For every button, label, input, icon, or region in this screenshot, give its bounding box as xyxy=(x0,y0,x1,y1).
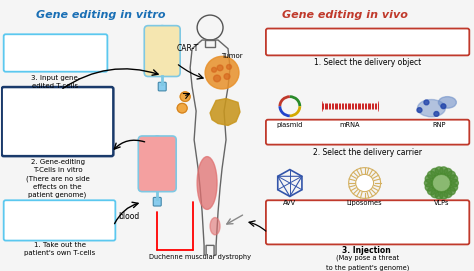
Circle shape xyxy=(450,179,458,187)
Text: 1. Select the delivery object: 1. Select the delivery object xyxy=(314,58,421,67)
Circle shape xyxy=(447,187,456,195)
Circle shape xyxy=(424,100,429,105)
Text: VLPs: VLPs xyxy=(434,200,449,206)
Circle shape xyxy=(425,175,433,183)
Text: to the patient's genome): to the patient's genome) xyxy=(326,264,410,271)
Circle shape xyxy=(217,65,223,71)
Text: CAR-T: CAR-T xyxy=(176,44,199,53)
Circle shape xyxy=(224,74,230,79)
FancyBboxPatch shape xyxy=(4,34,108,72)
FancyBboxPatch shape xyxy=(144,26,180,76)
FancyBboxPatch shape xyxy=(158,82,166,91)
Circle shape xyxy=(417,108,422,112)
Ellipse shape xyxy=(210,218,220,235)
Circle shape xyxy=(214,75,220,82)
FancyBboxPatch shape xyxy=(153,197,161,206)
Circle shape xyxy=(180,92,190,101)
Text: AVV: AVV xyxy=(283,200,296,206)
Circle shape xyxy=(425,183,433,191)
Circle shape xyxy=(431,190,439,198)
Text: 3. Injection: 3. Injection xyxy=(342,246,393,255)
Circle shape xyxy=(440,167,447,175)
Circle shape xyxy=(440,191,447,199)
Circle shape xyxy=(177,103,187,113)
Polygon shape xyxy=(210,99,240,125)
Text: Tumor: Tumor xyxy=(221,53,243,59)
Text: RNP: RNP xyxy=(433,122,446,128)
Circle shape xyxy=(444,190,452,198)
Text: plasmid: plasmid xyxy=(277,122,303,128)
FancyBboxPatch shape xyxy=(266,200,469,244)
Text: Gene editing in vivo: Gene editing in vivo xyxy=(282,10,408,20)
Text: 3. Input gene-
edited T-cells: 3. Input gene- edited T-cells xyxy=(31,75,80,89)
FancyBboxPatch shape xyxy=(2,87,113,156)
Circle shape xyxy=(435,191,443,199)
Circle shape xyxy=(356,174,374,192)
Circle shape xyxy=(428,171,436,179)
Circle shape xyxy=(205,56,239,89)
Circle shape xyxy=(428,187,436,195)
FancyBboxPatch shape xyxy=(4,200,115,241)
Text: (May pose a threat: (May pose a threat xyxy=(336,255,399,262)
Circle shape xyxy=(435,167,443,175)
Ellipse shape xyxy=(197,157,217,209)
FancyBboxPatch shape xyxy=(266,28,469,55)
Circle shape xyxy=(450,175,457,183)
Text: 2. Select the delivery carrier: 2. Select the delivery carrier xyxy=(313,147,422,156)
Text: 2. Gene-editing
T-Cells in vitro
(There are no side
effects on the
patient genom: 2. Gene-editing T-Cells in vitro (There … xyxy=(26,159,90,198)
Circle shape xyxy=(431,168,439,176)
Text: 1. Take out the
patient's own T-cells: 1. Take out the patient's own T-cells xyxy=(24,243,95,256)
Circle shape xyxy=(447,171,456,179)
Text: blood: blood xyxy=(118,212,139,221)
Text: Liposomes: Liposomes xyxy=(347,200,383,206)
FancyBboxPatch shape xyxy=(266,120,469,145)
FancyBboxPatch shape xyxy=(138,136,176,192)
Circle shape xyxy=(211,67,217,72)
Circle shape xyxy=(441,104,446,109)
Ellipse shape xyxy=(438,97,456,108)
Text: Gene editing in vitro: Gene editing in vitro xyxy=(36,10,165,20)
Circle shape xyxy=(431,173,451,193)
Circle shape xyxy=(444,168,452,176)
Text: Duchenne muscular dystrophy: Duchenne muscular dystrophy xyxy=(149,254,251,260)
Circle shape xyxy=(434,112,439,116)
Circle shape xyxy=(450,183,457,191)
Circle shape xyxy=(424,179,432,187)
Text: mRNA: mRNA xyxy=(339,122,360,128)
Circle shape xyxy=(227,64,231,69)
Ellipse shape xyxy=(418,99,446,117)
